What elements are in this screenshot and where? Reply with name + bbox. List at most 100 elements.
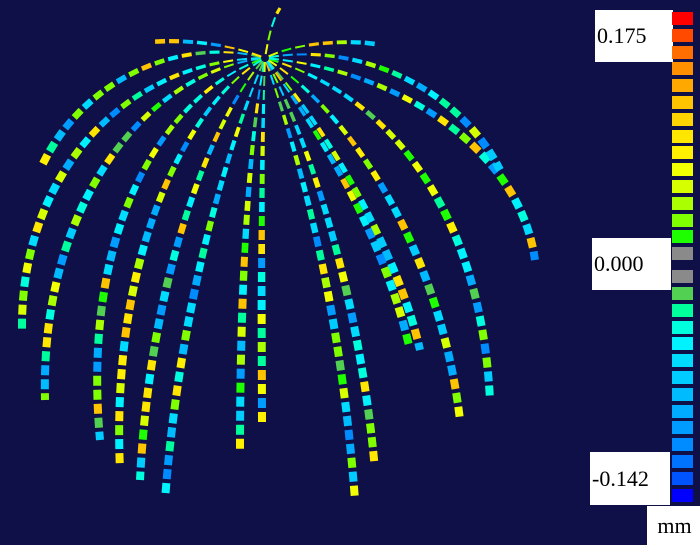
meridian-scan-segment: [446, 221, 458, 234]
meridian-scan-segment: [333, 165, 344, 177]
meridian-scan-segment: [318, 263, 328, 275]
meridian-scan-segment: [465, 274, 477, 287]
meridian-scan-segment: [297, 106, 307, 117]
meridian-scan-segment: [398, 319, 410, 332]
color-scale-swatch: [672, 12, 693, 25]
meridian-scan-segment: [178, 343, 189, 355]
meridian-scan-segment: [241, 242, 249, 253]
meridian-scan-segment: [323, 290, 334, 303]
meridian-scan-segment: [375, 119, 387, 130]
meridian-scan-segment: [333, 346, 343, 358]
meridian-scan-segment: [308, 115, 318, 126]
meridian-scan-segment: [469, 287, 480, 300]
meridian-scan-segment: [392, 274, 404, 288]
meridian-scan-segment: [303, 195, 312, 207]
meridian-scan-segment: [448, 123, 461, 136]
meridian-scan-segment: [250, 57, 262, 62]
meridian-scan-segment: [370, 223, 382, 236]
meridian-scan-segment: [112, 141, 124, 154]
meridian-scan-segment: [296, 61, 307, 65]
meridian-scan-segment: [281, 47, 292, 53]
meridian-scan-segment: [177, 222, 187, 235]
meridian-scan-segment: [181, 52, 192, 58]
meridian-scan-segment: [121, 131, 133, 143]
meridian-scan-segment: [444, 350, 455, 363]
meridian-scan-segment: [269, 74, 275, 85]
meridian-scan-segment: [224, 45, 235, 50]
meridian-scan-segment: [337, 373, 347, 385]
meridian-scan-segment: [478, 151, 492, 165]
meridian-scan-segment: [174, 371, 184, 383]
meridian-scan-segment: [272, 73, 279, 84]
meridian-scan-segment: [403, 231, 415, 244]
meridian-scan-segment: [172, 385, 182, 397]
meridian-scan-segment: [258, 61, 265, 72]
meridian-scan-segment: [350, 73, 362, 81]
meridian-scan-segment: [492, 160, 504, 172]
meridian-scan-segment: [331, 243, 341, 256]
meridian-scan-segment: [143, 84, 155, 94]
color-scale-swatch: [672, 95, 693, 109]
meridian-scan-segment: [65, 227, 77, 240]
meridian-scan-segment: [231, 75, 240, 85]
meridian-scan-segment: [209, 61, 220, 67]
meridian-scan-segment: [437, 323, 448, 336]
meridian-scan-segment: [48, 182, 61, 196]
meridian-scan-segment: [167, 165, 177, 178]
meridian-scan-segment: [259, 75, 263, 86]
meridian-scan-segment: [294, 44, 306, 49]
meridian-scan-segment: [341, 401, 351, 413]
meridian-scan-segment: [329, 114, 340, 125]
meridian-scan-segment: [268, 54, 279, 59]
meridian-scan-segment: [338, 271, 349, 283]
meridian-scan-segment: [245, 186, 252, 198]
meridian-scan-segment: [425, 107, 438, 119]
meridian-scan-segment: [176, 357, 186, 369]
meridian-scan-segment: [447, 364, 457, 376]
meridian-scan-segment: [220, 166, 229, 178]
meridian-scan-segment: [180, 141, 190, 153]
meridian-scan-segment: [394, 306, 406, 318]
meridian-scan-segment: [244, 200, 251, 212]
meridian-scan-segment: [281, 62, 292, 68]
meridian-scan-segment: [118, 354, 128, 366]
meridian-scan-segment: [203, 106, 213, 117]
meridian-scan-segment: [109, 107, 121, 119]
legend-max-label: 0.175: [595, 10, 673, 62]
meridian-scan-segment: [394, 139, 406, 151]
meridian-scan-segment: [300, 84, 311, 94]
meridian-scan-segment: [96, 305, 106, 317]
meridian-scan-segment: [186, 302, 197, 314]
meridian-scan-segment: [364, 40, 375, 47]
meridian-scan-segment: [283, 98, 291, 110]
meridian-scan-segment: [274, 88, 280, 99]
meridian-scan-segment: [419, 270, 431, 283]
meridian-scan-segment: [242, 228, 250, 240]
meridian-scan-segment: [195, 170, 205, 182]
meridian-scan-segment: [355, 146, 366, 159]
meridian-scan-segment: [437, 115, 450, 127]
meridian-scan-segment: [268, 57, 280, 61]
meridian-scan-segment: [170, 399, 180, 411]
meridian-scan-segment: [28, 234, 39, 247]
meridian-scan-segment: [369, 450, 379, 462]
meridian-scan-segment: [331, 150, 341, 162]
meridian-scan-segment: [458, 132, 472, 145]
meridian-scan-segment: [37, 208, 49, 221]
color-scale-swatch: [672, 247, 693, 261]
meridian-scan-segment: [61, 240, 72, 253]
meridian-scan-segment: [116, 382, 125, 394]
meridian-scan-segment: [310, 63, 321, 69]
meridian-scan-segment: [155, 191, 166, 203]
meridian-scan-segment: [43, 322, 53, 334]
meridian-scan-segment: [293, 154, 301, 166]
meridian-scan-segment: [362, 158, 374, 170]
meridian-scan-segment: [198, 247, 208, 259]
meridian-scan-segment: [141, 158, 152, 171]
meridian-scan-segment: [364, 227, 376, 240]
meridian-scan-segment: [225, 153, 233, 165]
meridian-scan-segment: [274, 72, 283, 82]
meridian-scan-segment: [94, 417, 103, 428]
meridian-scan-segment: [118, 209, 129, 222]
color-scale-swatch: [672, 488, 693, 502]
